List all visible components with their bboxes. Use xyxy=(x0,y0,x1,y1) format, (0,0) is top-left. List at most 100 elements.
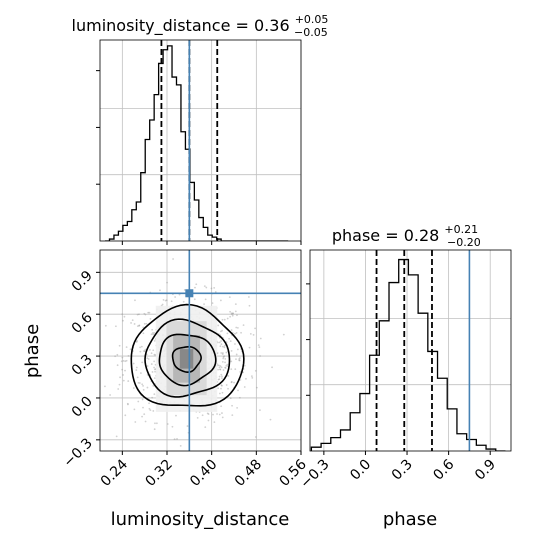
scatter-point xyxy=(96,351,98,353)
contour-0.5sigma xyxy=(171,345,202,373)
scatter-point xyxy=(149,409,152,412)
right-frame xyxy=(309,249,512,452)
scatter-point xyxy=(249,332,252,335)
contour-2sigma xyxy=(130,303,245,407)
scatter-point xyxy=(255,386,258,389)
luminosity-distance-title-upper: +0.05 xyxy=(295,13,329,26)
scatter-point xyxy=(149,317,152,320)
scatter-point xyxy=(220,373,223,376)
scatter-point xyxy=(259,337,262,340)
right-x-tick-label: 0.0 xyxy=(347,457,374,484)
scatter-point xyxy=(213,286,216,289)
joint-x-tick-label: 0.24 xyxy=(98,456,131,489)
scatter-point xyxy=(219,345,222,348)
scatter-point xyxy=(220,384,223,387)
right-x-ticks: −0.3 0.0 0.3 0.6 0.9 xyxy=(297,451,499,492)
scatter-point xyxy=(143,312,146,315)
scatter-point xyxy=(143,350,146,353)
scatter-point xyxy=(230,350,233,352)
joint-x-ticks: 0.24 0.32 0.40 0.48 0.56 xyxy=(98,451,310,490)
scatter-point xyxy=(234,332,236,335)
scatter-point xyxy=(123,315,126,318)
scatter-point xyxy=(235,326,238,329)
phase-title-lower: −0.20 xyxy=(447,236,481,249)
scatter-point xyxy=(195,283,198,286)
scatter-point xyxy=(174,296,177,298)
scatter-point xyxy=(204,298,207,301)
scatter-point xyxy=(226,363,229,366)
luminosity-distance-title: luminosity_distance = 0.36 +0.05 xyxy=(72,13,329,36)
scatter-point xyxy=(120,360,123,363)
scatter-point xyxy=(143,322,146,325)
joint-contours xyxy=(130,303,245,407)
scatter-point xyxy=(164,299,167,302)
scatter-point xyxy=(222,356,225,359)
scatter-point xyxy=(231,314,234,317)
scatter-point xyxy=(221,318,224,321)
scatter-point xyxy=(220,352,223,354)
scatter-point xyxy=(235,358,237,361)
scatter-point xyxy=(232,312,234,315)
scatter-point xyxy=(271,366,273,369)
scatter-point xyxy=(142,326,145,329)
scatter-point xyxy=(236,406,239,409)
scatter-point xyxy=(238,358,241,360)
scatter-point xyxy=(235,353,238,356)
scatter-point xyxy=(122,374,124,376)
joint-y-tick-label: 0.0 xyxy=(69,393,96,420)
phase-title-text: phase = 0.28 xyxy=(332,226,439,245)
scatter-point xyxy=(131,319,134,322)
scatter-point xyxy=(117,388,120,390)
scatter-point xyxy=(132,387,135,389)
scatter-point xyxy=(213,421,216,424)
scatter-point xyxy=(153,377,156,380)
scatter-point xyxy=(227,375,230,377)
scatter-point xyxy=(240,331,242,334)
x-axis-label-luminosity-distance: luminosity_distance xyxy=(111,509,290,530)
scatter-point xyxy=(204,426,207,429)
scatter-point xyxy=(127,403,129,406)
contour-1.5sigma xyxy=(144,318,231,398)
scatter-point xyxy=(162,298,165,301)
scatter-point xyxy=(143,350,145,352)
scatter-point xyxy=(229,340,232,343)
scatter-point xyxy=(136,325,139,328)
scatter-point xyxy=(166,423,169,425)
scatter-point xyxy=(135,341,138,343)
scatter-point xyxy=(221,416,224,419)
scatter-point xyxy=(136,340,139,342)
scatter-point xyxy=(243,364,246,367)
scatter-point xyxy=(247,296,250,298)
scatter-point xyxy=(154,368,156,371)
scatter-point xyxy=(104,385,106,388)
scatter-point xyxy=(139,372,142,374)
scatter-point xyxy=(196,416,199,419)
scatter-point xyxy=(226,332,229,335)
scatter-point xyxy=(144,420,147,423)
scatter-point xyxy=(122,359,125,362)
scatter-point xyxy=(122,319,124,322)
scatter-point xyxy=(130,322,132,324)
scatter-point xyxy=(153,353,156,356)
scatter-point xyxy=(222,369,225,371)
scatter-point xyxy=(217,324,220,327)
scatter-point xyxy=(155,422,158,425)
scatter-point xyxy=(232,312,234,315)
scatter-point xyxy=(230,313,233,316)
scatter-point xyxy=(153,428,156,431)
scatter-point xyxy=(229,315,232,318)
scatter-point xyxy=(134,299,136,302)
scatter-point xyxy=(153,360,156,363)
scatter-point xyxy=(148,311,151,314)
scatter-point xyxy=(223,344,226,347)
scatter-point xyxy=(144,313,147,316)
scatter-point xyxy=(146,357,149,360)
scatter-point xyxy=(227,387,229,390)
scatter-point xyxy=(221,375,223,378)
scatter-point xyxy=(226,317,229,320)
scatter-point xyxy=(118,383,121,386)
density-cell xyxy=(179,349,194,369)
scatter-point xyxy=(219,299,222,302)
scatter-point xyxy=(121,368,124,371)
